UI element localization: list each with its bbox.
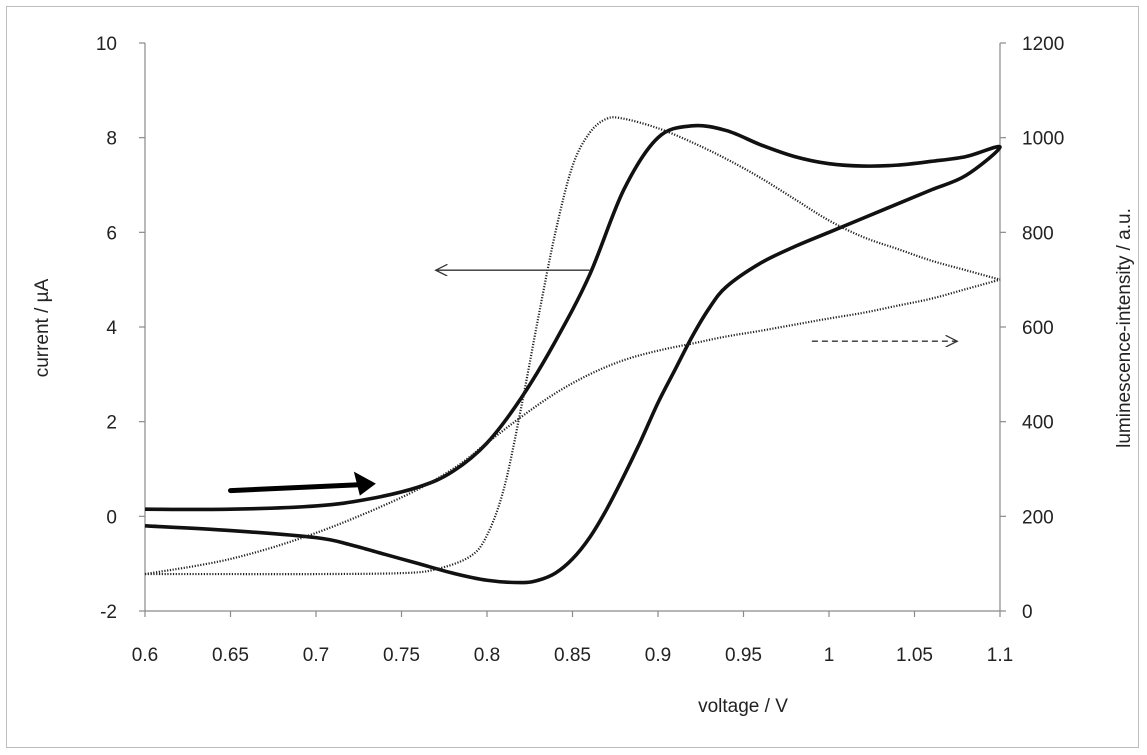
y-axis-label-left: current / µA [32, 278, 53, 377]
x-tick-label: 0.65 [212, 645, 249, 666]
x-tick-label: 0.75 [383, 645, 420, 666]
y-left-tick-label: 4 [106, 318, 117, 339]
y-left-tick-label: -2 [100, 602, 117, 623]
series-line-1 [144, 123, 1002, 585]
y-right-tick-label: 600 [1022, 318, 1054, 339]
y-left-tick-label: 0 [106, 507, 117, 528]
x-tick-label: 1.1 [987, 645, 1013, 666]
x-tick-label: 1.05 [896, 645, 933, 666]
annotation-arrowhead-thick [353, 471, 376, 496]
y-left-tick-label: 10 [96, 34, 117, 55]
y-axis-label-right: luminescence-intensity / a.u. [1114, 208, 1135, 448]
x-tick-label: 0.8 [474, 645, 500, 666]
x-axis-label: voltage / V [698, 696, 788, 717]
figure-frame [6, 6, 1139, 748]
series-line-3 [144, 278, 1001, 576]
y-left-tick-label: 2 [106, 413, 117, 434]
y-right-tick-label: 0 [1022, 602, 1033, 623]
x-tick-label: 0.95 [725, 645, 762, 666]
x-tick-label: 1 [824, 645, 835, 666]
y-right-tick-label: 800 [1022, 223, 1054, 244]
x-tick-label: 0.85 [554, 645, 591, 666]
y-right-tick-label: 400 [1022, 413, 1054, 434]
annotation-arrow-thick [228, 482, 365, 494]
x-tick-label: 0.7 [303, 645, 329, 666]
y-right-tick-label: 200 [1022, 507, 1054, 528]
y-left-tick-label: 6 [106, 223, 117, 244]
y-left-tick-label: 8 [106, 129, 117, 150]
series-line-2 [145, 116, 1001, 576]
y-right-tick-label: 1000 [1022, 129, 1064, 150]
x-tick-label: 0.6 [132, 645, 158, 666]
x-tick-label: 0.9 [645, 645, 671, 666]
y-right-tick-label: 1200 [1022, 34, 1064, 55]
